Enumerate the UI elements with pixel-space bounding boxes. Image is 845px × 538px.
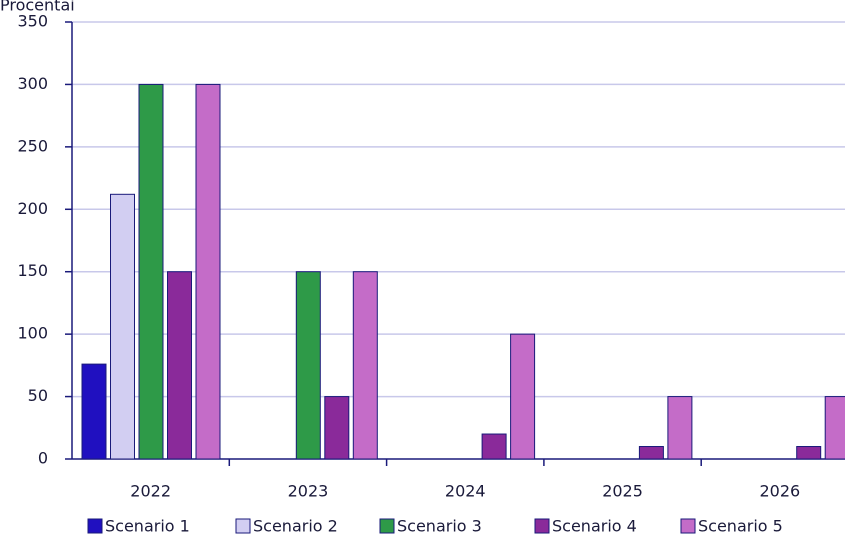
x-tick-label: 2025 <box>602 482 643 501</box>
bar <box>638 446 664 460</box>
y-tick-label: 250 <box>17 136 48 155</box>
bar <box>352 271 378 460</box>
x-tick-label: 2022 <box>130 482 171 501</box>
legend-label: Scenario 5 <box>698 517 783 536</box>
bar <box>481 433 507 460</box>
legend-swatch <box>87 518 103 534</box>
y-tick-label: 50 <box>28 386 48 405</box>
bar <box>824 396 845 460</box>
bar <box>796 446 822 460</box>
bar <box>138 83 164 460</box>
x-tick-label: 2024 <box>445 482 486 501</box>
y-tick-label: 100 <box>17 324 48 343</box>
bar <box>510 333 536 460</box>
bar <box>667 396 693 460</box>
legend-swatch <box>379 518 395 534</box>
bar <box>167 271 192 460</box>
bar <box>81 363 107 460</box>
x-tick-label: 2026 <box>759 482 800 501</box>
bar <box>295 271 321 460</box>
bar <box>195 83 221 460</box>
x-tick-label: 2023 <box>288 482 329 501</box>
y-tick-label: 150 <box>17 261 48 280</box>
legend-label: Scenario 1 <box>105 517 190 536</box>
legend-label: Scenario 3 <box>397 517 482 536</box>
legend-label: Scenario 2 <box>253 517 338 536</box>
bar <box>110 193 135 460</box>
y-tick-label: 200 <box>17 199 48 218</box>
y-tick-label: 300 <box>17 74 48 93</box>
y-tick-label: 0 <box>38 449 48 468</box>
bar <box>324 396 350 460</box>
legend-swatch <box>235 518 251 534</box>
y-axis-label: Procentai <box>0 0 75 15</box>
legend-label: Scenario 4 <box>552 517 637 536</box>
legend-swatch <box>534 518 550 534</box>
y-tick-label: 350 <box>17 12 48 31</box>
legend-swatch <box>680 518 696 534</box>
